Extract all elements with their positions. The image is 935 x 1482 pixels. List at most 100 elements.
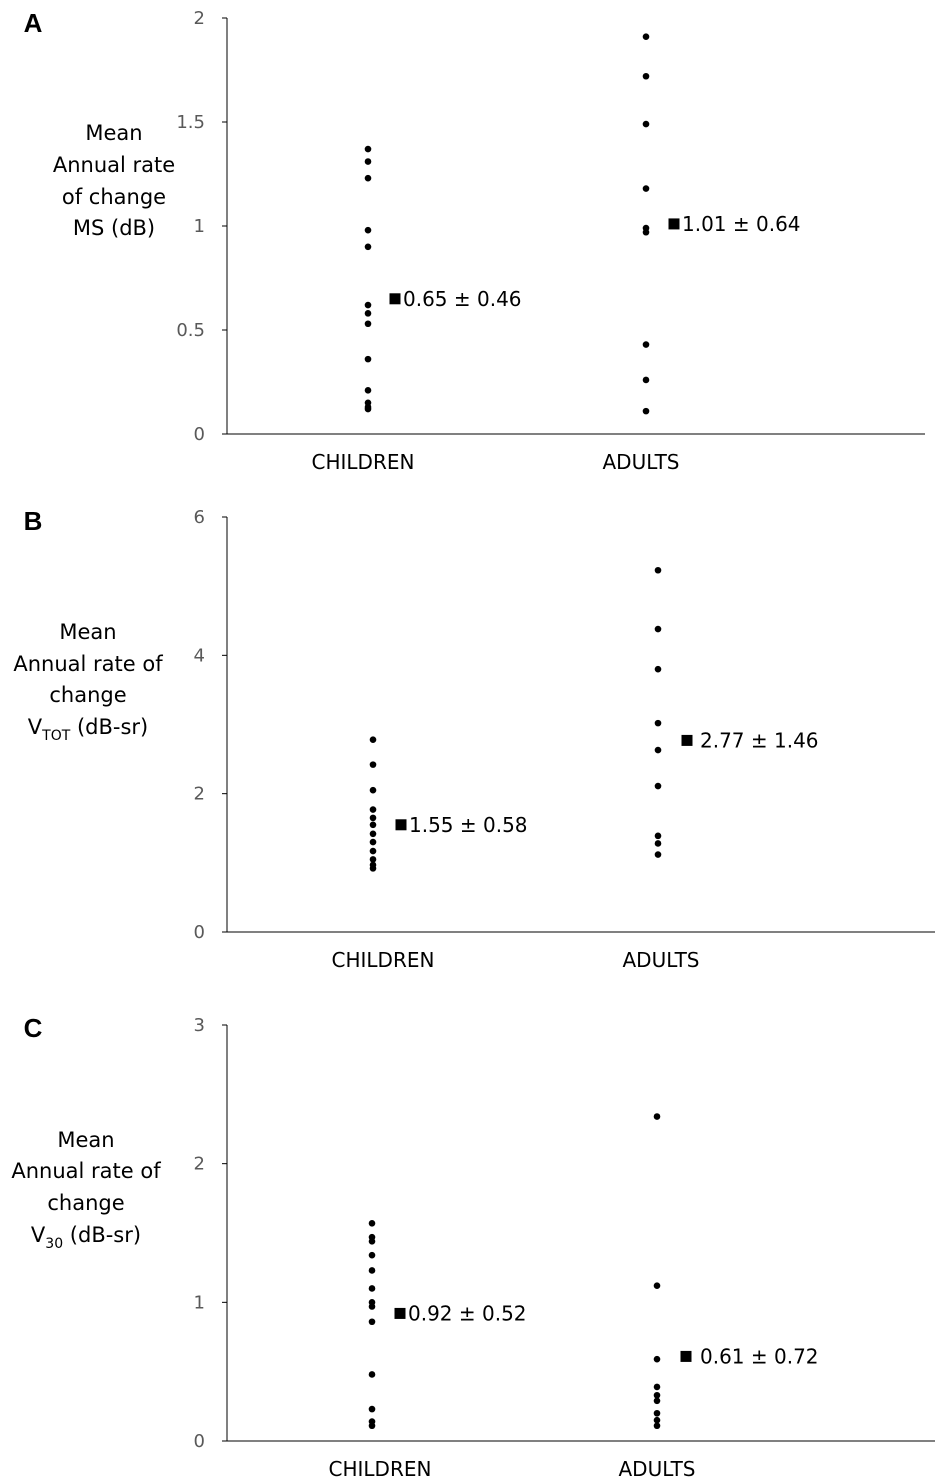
- y-axis-label-line: Mean: [59, 620, 116, 644]
- y-tick-label: 3: [194, 1015, 205, 1036]
- data-point-children: [364, 387, 372, 394]
- y-tick-label: 1: [194, 216, 205, 237]
- data-point-children: [369, 806, 377, 813]
- panel-b: B 0 2 4 6 CHILDREN ADULTS Mean Annual rate of cha…: [13, 506, 935, 972]
- data-point-children: [369, 856, 377, 863]
- data-point-adults: [654, 746, 662, 754]
- data-point-children: [368, 1371, 376, 1378]
- data-point-adults: [653, 1282, 661, 1289]
- data-point-adults: [653, 1383, 661, 1391]
- y-tick-label: 0: [194, 1431, 205, 1452]
- data-point-adults: [654, 782, 662, 790]
- y-axis-label-line: Annual rate of: [11, 1159, 161, 1183]
- data-point-adults: [653, 1355, 661, 1363]
- x-category-label: CHILDREN: [312, 450, 415, 474]
- data-point-adults: [642, 407, 650, 415]
- mean-marker: [680, 1350, 692, 1362]
- mean-marker: [389, 293, 401, 305]
- y-tick-label: 2: [194, 784, 205, 805]
- data-point-children: [368, 1267, 376, 1274]
- data-point-children: [364, 301, 372, 309]
- data-point-adults: [654, 840, 662, 847]
- panel-letter: B: [24, 506, 43, 536]
- mean-marker: [668, 218, 680, 230]
- data-point-adults: [654, 719, 662, 727]
- data-point-children: [368, 1251, 376, 1259]
- data-point-children: [369, 761, 377, 768]
- data-point-adults: [654, 851, 662, 858]
- y-tick-label: 1.5: [176, 112, 205, 133]
- data-point-adults: [653, 1391, 661, 1399]
- data-point-children: [369, 786, 377, 794]
- y-tick-label: 4: [194, 645, 205, 666]
- y-tick-label: 0: [194, 922, 205, 943]
- data-point-children: [364, 226, 372, 234]
- data-point-adults: [653, 1416, 661, 1424]
- data-point-children: [368, 1303, 376, 1310]
- mean-marker: [681, 734, 693, 746]
- y-tick-label: 0.5: [176, 320, 205, 341]
- y-axis-label-line: Annual rate: [53, 153, 175, 177]
- y-tick-label: 6: [194, 507, 205, 528]
- mean-label: 0.65 ± 0.46: [403, 287, 522, 311]
- y-axis-label-line: of change: [62, 185, 166, 209]
- data-point-adults: [642, 376, 650, 384]
- data-point-adults: [654, 832, 662, 840]
- data-point-children: [368, 1238, 376, 1245]
- mean-label: 0.61 ± 0.72: [700, 1344, 819, 1368]
- y-axis-label-line: change: [49, 683, 126, 707]
- y-axis-label-line: VTOT (dB-sr): [28, 715, 148, 744]
- y-tick-label: 0: [194, 424, 205, 445]
- x-category-label: CHILDREN: [332, 948, 435, 972]
- data-point-children: [364, 174, 372, 182]
- x-category-label: ADULTS: [602, 450, 679, 474]
- mean-marker: [394, 1307, 406, 1319]
- data-point-children: [369, 847, 377, 855]
- y-axis-label-line: V30 (dB-sr): [31, 1223, 141, 1252]
- x-category-label: CHILDREN: [329, 1457, 432, 1477]
- data-point-adults: [642, 33, 650, 41]
- data-point-adults: [642, 228, 650, 236]
- data-point-children: [368, 1405, 376, 1413]
- data-point-children: [369, 821, 377, 829]
- data-point-adults: [642, 341, 650, 348]
- data-point-children: [369, 838, 377, 846]
- data-point-adults: [653, 1409, 661, 1417]
- y-axis-label-line: Mean: [57, 1128, 114, 1152]
- y-tick-label: 2: [194, 1154, 205, 1175]
- data-point-children: [369, 865, 377, 872]
- mean-label: 1.01 ± 0.64: [682, 212, 801, 236]
- data-point-children: [369, 736, 377, 744]
- x-category-label: ADULTS: [622, 948, 699, 972]
- data-point-children: [368, 1422, 376, 1430]
- panel-letter: A: [24, 8, 43, 38]
- data-point-children: [368, 1285, 376, 1292]
- data-point-adults: [642, 72, 650, 80]
- data-point-adults: [654, 665, 662, 673]
- data-point-children: [364, 405, 372, 413]
- y-axis-label-line: Annual rate of: [13, 652, 163, 676]
- data-point-children: [368, 1219, 376, 1227]
- data-point-children: [364, 243, 372, 251]
- y-axis-label-line: change: [47, 1191, 124, 1215]
- mean-label: 2.77 ± 1.46: [700, 728, 819, 752]
- data-point-adults: [654, 566, 662, 574]
- data-point-adults: [653, 1397, 661, 1405]
- data-point-adults: [642, 185, 650, 192]
- data-point-children: [364, 310, 372, 317]
- data-point-children: [369, 814, 377, 822]
- data-point-children: [364, 145, 372, 153]
- y-axis-label-line: Mean: [85, 121, 142, 145]
- x-category-label: ADULTS: [618, 1457, 695, 1477]
- data-point-children: [364, 320, 372, 328]
- data-point-children: [369, 830, 377, 838]
- data-point-children: [364, 355, 372, 363]
- data-point-adults: [653, 1422, 661, 1430]
- y-axis-label-line: MS (dB): [73, 216, 155, 240]
- panel-a: A 0 0.5 1 1.5 2 CHILDREN ADULTS Mean Annual rate o…: [24, 8, 925, 474]
- mean-label: 1.55 ± 0.58: [409, 813, 528, 837]
- panel-c: C 0 1 2 3 CHILDREN ADULTS Mean Annual rate of cha…: [11, 1013, 935, 1481]
- y-tick-label: 1: [194, 1292, 205, 1313]
- data-point-adults: [642, 120, 650, 128]
- mean-marker: [395, 819, 407, 831]
